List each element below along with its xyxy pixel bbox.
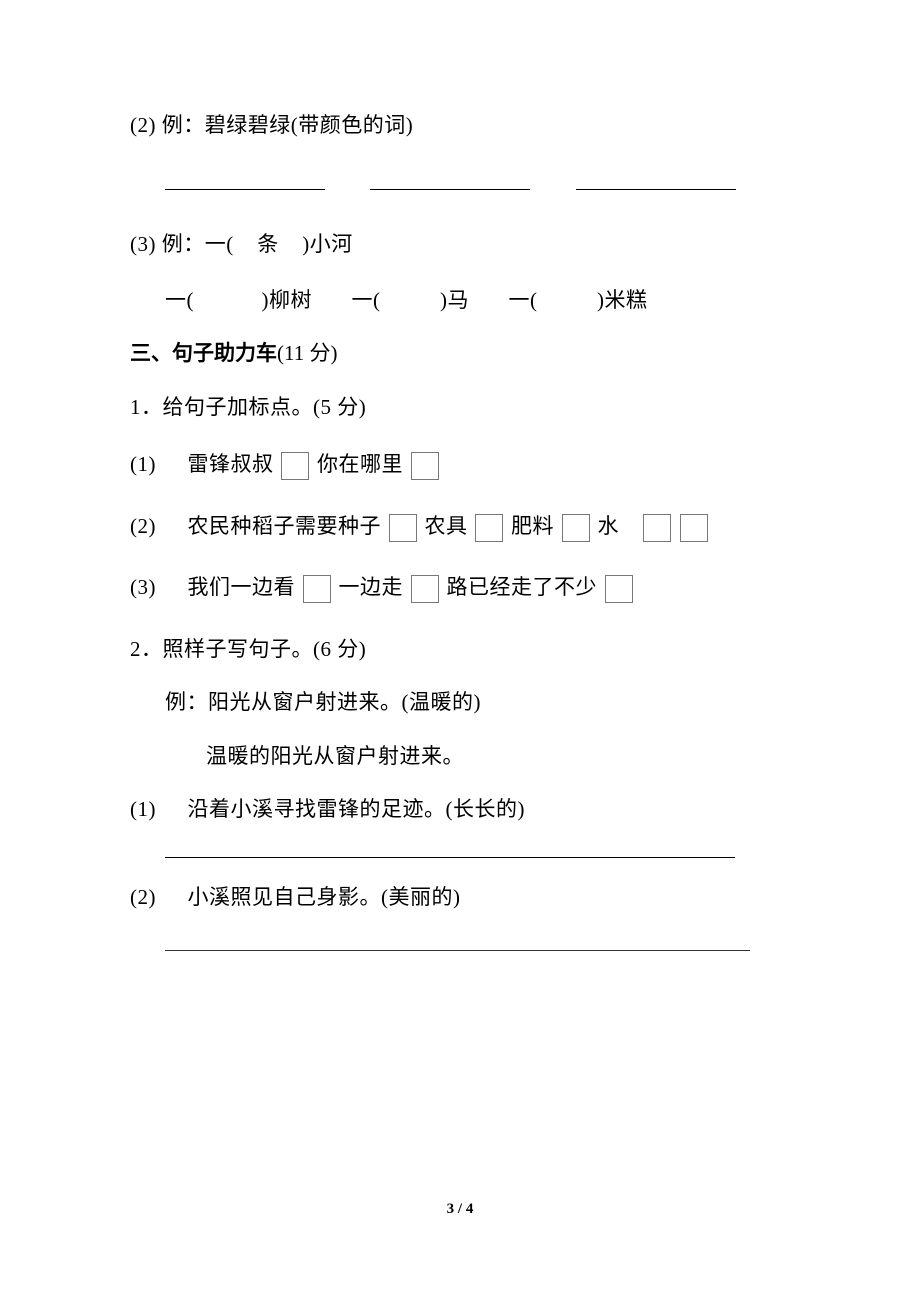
punctuation-box[interactable]	[411, 452, 439, 480]
text-part: )马	[440, 288, 469, 312]
q2-item3-example: (3) 例：一( 条 )小河	[130, 229, 790, 261]
item-text: 小溪照见自己身影。(美丽的)	[188, 885, 461, 909]
text-part: 我们一边看	[188, 575, 296, 599]
s3-q2-example-line2: 温暖的阳光从窗户射进来。	[130, 741, 790, 773]
text-part: 一(	[509, 288, 538, 312]
text-part: 你在哪里	[317, 452, 403, 476]
text-part: 例：一(	[162, 232, 234, 256]
punctuation-box[interactable]	[303, 575, 331, 603]
s3-q2-item2: (2) 小溪照见自己身影。(美丽的)	[130, 882, 790, 914]
punctuation-box[interactable]	[643, 514, 671, 542]
s3-q1-title: 1．给句子加标点。(5 分)	[130, 392, 790, 424]
s3-q1-item1: (1) 雷锋叔叔 你在哪里	[130, 449, 790, 481]
item-number: (1)	[130, 797, 156, 821]
text-part: )小河	[302, 232, 353, 256]
text-part: 农民种稻子需要种子	[188, 514, 382, 538]
page-number: 3 / 4	[0, 1198, 920, 1221]
text-part: 一边走	[339, 575, 404, 599]
fill-blank[interactable]	[370, 166, 530, 190]
section3-header: 三、句子助力车(11 分)	[130, 338, 790, 370]
text-part: 肥料	[511, 514, 554, 538]
item-text: 沿着小溪寻找雷锋的足迹。(长长的)	[188, 797, 526, 821]
fill-blank[interactable]	[576, 166, 736, 190]
text-part: 雷锋叔叔	[188, 452, 274, 476]
text-part: 一(	[352, 288, 381, 312]
answer-line[interactable]	[165, 856, 735, 858]
q2-item2-blanks	[130, 166, 790, 200]
punctuation-box[interactable]	[389, 514, 417, 542]
punctuation-box[interactable]	[605, 575, 633, 603]
q2-item3-fills: 一( )柳树 一( )马 一( )米糕	[130, 285, 790, 317]
punctuation-box[interactable]	[562, 514, 590, 542]
punctuation-box[interactable]	[475, 514, 503, 542]
text-part: 水	[598, 514, 620, 538]
item-number: (2)	[130, 885, 156, 909]
item-number: (2)	[130, 514, 156, 538]
item-number: (3)	[130, 575, 156, 599]
section-points: (11 分)	[277, 341, 337, 365]
punctuation-box[interactable]	[411, 575, 439, 603]
item-text: 例：碧绿碧绿(带颜色的词)	[162, 113, 414, 137]
text-part: 路已经走了不少	[447, 575, 598, 599]
s3-q2-example-line1: 例：阳光从窗户射进来。(温暖的)	[130, 687, 790, 719]
s3-q2-title: 2．照样子写句子。(6 分)	[130, 634, 790, 666]
s3-q1-item3: (3) 我们一边看 一边走 路已经走了不少	[130, 572, 790, 604]
item-number: (1)	[130, 452, 156, 476]
text-part: 农具	[425, 514, 468, 538]
punctuation-box[interactable]	[680, 514, 708, 542]
q2-item2: (2) 例：碧绿碧绿(带颜色的词)	[130, 110, 790, 142]
s3-q1-item2: (2) 农民种稻子需要种子 农具 肥料 水	[130, 511, 790, 543]
punctuation-box[interactable]	[281, 452, 309, 480]
document-page: (2) 例：碧绿碧绿(带颜色的词) (3) 例：一( 条 )小河 一( )柳树 …	[0, 0, 920, 1302]
fill-blank[interactable]	[165, 166, 325, 190]
item-number: (3)	[130, 232, 156, 256]
answer-line[interactable]	[165, 949, 750, 951]
text-part: )柳树	[262, 288, 313, 312]
text-part: 一(	[165, 288, 194, 312]
example-answer: 条	[257, 232, 279, 256]
s3-q2-item1: (1) 沿着小溪寻找雷锋的足迹。(长长的)	[130, 794, 790, 826]
text-part: )米糕	[597, 288, 648, 312]
section-title: 三、句子助力车	[130, 342, 277, 365]
item-number: (2)	[130, 113, 156, 137]
